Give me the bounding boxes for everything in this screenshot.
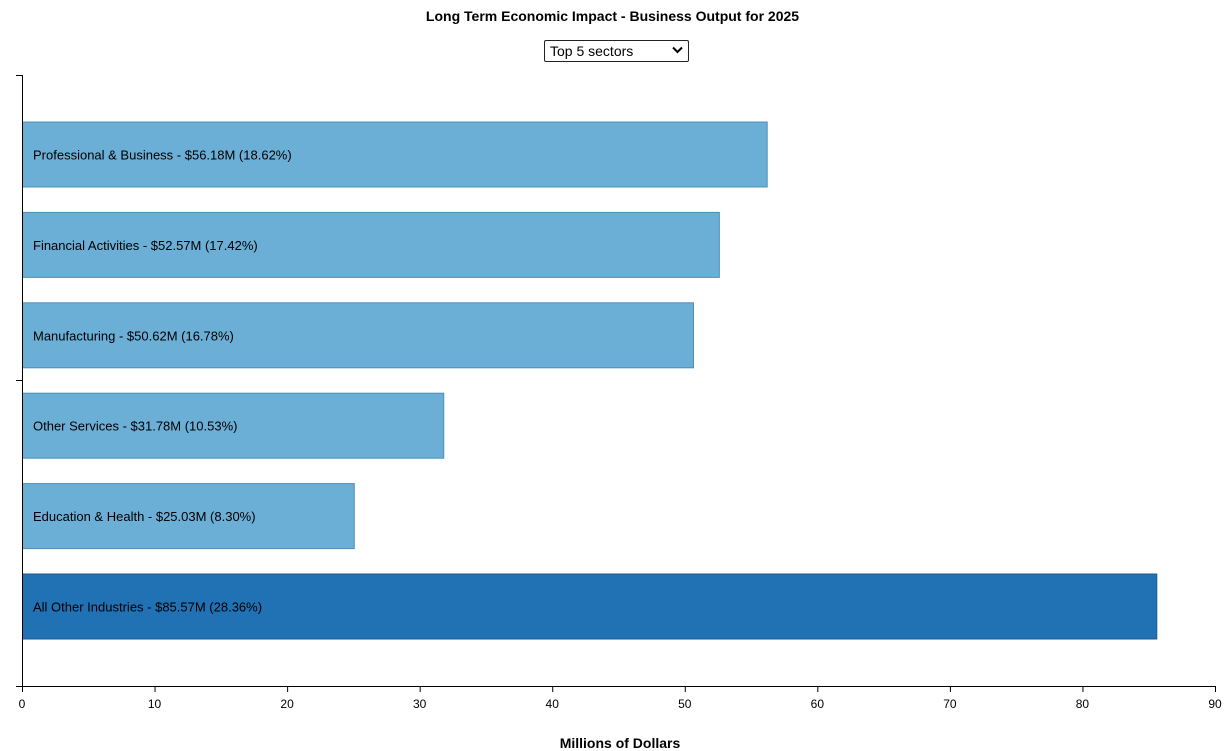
bar-label-5: All Other Industries - $85.57M (28.36%)	[33, 600, 262, 615]
bar-3[interactable]	[22, 392, 445, 459]
sector-selector-value: Top 5 sectors	[550, 43, 634, 59]
x-axis-tick-label-0: 0	[19, 697, 26, 711]
x-axis-tick-label-7: 70	[943, 697, 957, 711]
x-axis-tick-label-6: 60	[811, 697, 825, 711]
x-axis-tick-label-2: 20	[280, 697, 294, 711]
bar-2[interactable]	[22, 302, 694, 369]
bar-label-3: Other Services - $31.78M (10.53%)	[33, 419, 237, 434]
sector-selector-wrap: Top 5 sectors	[544, 40, 689, 62]
x-axis-tick-label-3: 30	[413, 697, 427, 711]
x-axis-tick-label-1: 10	[148, 697, 162, 711]
axes-group: 0 10 20 30 40 50 60 70 80 90	[16, 75, 1222, 711]
bar-label-1: Financial Activities - $52.57M (17.42%)	[33, 238, 258, 253]
chart-title: Long Term Economic Impact - Business Out…	[425, 8, 800, 24]
bar-label-2: Manufacturing - $50.62M (16.78%)	[33, 328, 234, 343]
bar-label-4: Education & Health - $25.03M (8.30%)	[33, 509, 256, 524]
sector-selector[interactable]: Top 5 sectors	[544, 40, 689, 62]
bar-label-0: Professional & Business - $56.18M (18.62…	[33, 148, 292, 163]
x-axis-tick-label-8: 80	[1076, 697, 1090, 711]
bar-0[interactable]	[22, 121, 768, 188]
x-axis-tick-label-5: 50	[678, 697, 692, 711]
x-axis-tick-label-4: 40	[546, 697, 560, 711]
bar-1[interactable]	[22, 211, 720, 278]
bar-5[interactable]	[22, 573, 1158, 640]
x-axis-label: Millions of Dollars	[559, 735, 681, 751]
bar-4[interactable]	[22, 483, 355, 550]
bars-group: Professional & Business - $56.18M (18.62…	[22, 121, 1158, 640]
x-axis-tick-label-9: 90	[1208, 697, 1222, 711]
chevron-down-icon	[672, 45, 683, 57]
